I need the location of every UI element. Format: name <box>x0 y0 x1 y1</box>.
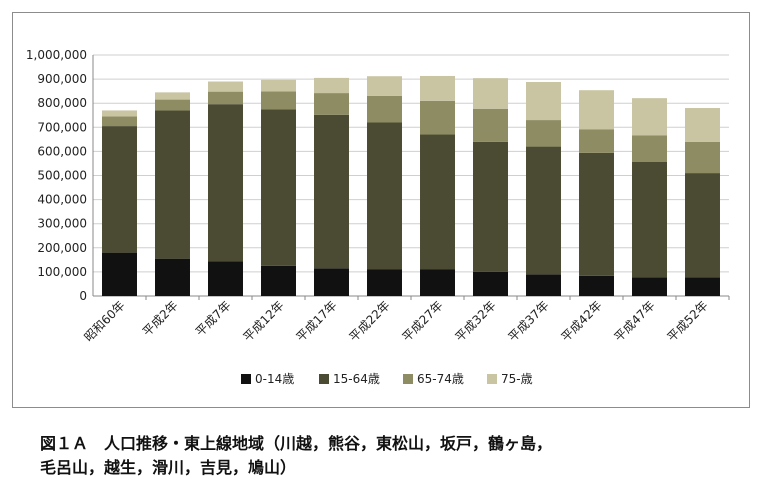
bar-segment-1 <box>314 114 349 269</box>
x-category-label: 平成42年 <box>558 298 604 344</box>
legend-label-3: 75-歳 <box>501 372 533 386</box>
bar-segment-0 <box>261 265 296 296</box>
bar-segment-0 <box>420 269 455 296</box>
x-category-label: 平成47年 <box>611 298 657 344</box>
bar-segment-1 <box>579 152 614 276</box>
bar-segment-2 <box>526 120 561 147</box>
legend-label-0: 0-14歳 <box>255 372 294 386</box>
bar-segment-1 <box>526 146 561 275</box>
bar-segment-1 <box>208 104 243 262</box>
bar-segment-1 <box>367 122 402 270</box>
bar-segment-1 <box>155 110 190 259</box>
legend-label-2: 65-74歳 <box>417 372 464 386</box>
bar-segment-3 <box>155 92 190 100</box>
bar-segment-3 <box>314 77 349 94</box>
bar-segment-3 <box>632 98 667 136</box>
legend-swatch-1 <box>319 374 329 384</box>
bar-segment-1 <box>102 126 137 253</box>
x-category-label: 平成27年 <box>399 298 445 344</box>
y-tick-label: 400,000 <box>37 193 87 207</box>
y-tick-label: 100,000 <box>37 265 87 279</box>
bar-segment-0 <box>102 252 137 296</box>
bar-segment-3 <box>102 110 137 117</box>
bar-segment-1 <box>685 173 720 278</box>
bar-segment-2 <box>685 141 720 174</box>
figure-caption: 図１Ａ 人口推移・東上線地域（川越，熊谷，東松山，坂戸，鶴ヶ島， 毛呂山，越生，… <box>40 432 740 480</box>
y-tick-label: 900,000 <box>37 72 87 86</box>
x-category-label: 平成37年 <box>505 298 551 344</box>
x-category-label: 平成17年 <box>293 298 339 344</box>
x-category-label: 平成2年 <box>140 298 181 339</box>
bar-segment-3 <box>208 81 243 92</box>
bar-segment-2 <box>102 116 137 127</box>
y-tick-label: 800,000 <box>37 96 87 110</box>
bar-segment-2 <box>579 129 614 153</box>
bar-segment-3 <box>526 81 561 121</box>
y-tick-label: 200,000 <box>37 241 87 255</box>
bar-segment-0 <box>208 261 243 296</box>
bar-segment-1 <box>420 134 455 270</box>
bar-segment-2 <box>420 100 455 135</box>
chart-frame: 0 100,000 200,000 300,000 400,000 500,000 600,… <box>12 12 750 408</box>
legend-swatch-0 <box>241 374 251 384</box>
bar-segment-3 <box>685 108 720 142</box>
bar-segment-2 <box>314 93 349 115</box>
caption-line-2: 毛呂山，越生，滑川，吉見，鳩山） <box>40 458 297 477</box>
bar-segment-2 <box>155 99 190 111</box>
y-tick-label: 700,000 <box>37 120 87 134</box>
legend-swatch-2 <box>403 374 413 384</box>
x-category-label: 昭和60年 <box>81 298 127 344</box>
legend-label-1: 15-64歳 <box>333 372 380 386</box>
bar-segment-0 <box>314 268 349 296</box>
bar-segment-3 <box>579 90 614 130</box>
bar-segment-3 <box>367 76 402 96</box>
x-category-label: 平成7年 <box>193 298 234 339</box>
bar-segment-0 <box>685 277 720 296</box>
bar-segment-2 <box>473 108 508 142</box>
y-tick-label: 0 <box>79 289 87 303</box>
x-category-label: 平成52年 <box>664 298 710 344</box>
stacked-bar-chart: 0 100,000 200,000 300,000 400,000 500,000 600,… <box>26 48 730 386</box>
x-category-label: 平成22年 <box>346 298 392 344</box>
bar-segment-1 <box>632 162 667 278</box>
bar-segment-1 <box>473 141 508 272</box>
bar-segment-2 <box>632 135 667 163</box>
caption-line-1: 図１Ａ 人口推移・東上線地域（川越，熊谷，東松山，坂戸，鶴ヶ島， <box>40 434 553 453</box>
bar-segment-1 <box>261 109 296 266</box>
bar-segment-0 <box>473 271 508 296</box>
bar-segment-3 <box>420 75 455 101</box>
y-tick-label: 600,000 <box>37 144 87 158</box>
bar-segment-0 <box>579 275 614 296</box>
bar-segment-0 <box>526 274 561 296</box>
bar-segment-2 <box>367 95 402 123</box>
y-tick-label: 300,000 <box>37 217 87 231</box>
x-category-label: 平成32年 <box>452 298 498 344</box>
y-tick-label: 500,000 <box>37 169 87 183</box>
y-tick-label: 1,000,000 <box>26 48 87 62</box>
x-category-label: 平成12年 <box>240 298 286 344</box>
bar-segment-0 <box>155 258 190 296</box>
bar-segment-3 <box>473 78 508 109</box>
bar-segment-3 <box>261 79 296 92</box>
bar-segment-2 <box>261 91 296 110</box>
legend-swatch-3 <box>487 374 497 384</box>
bar-segment-2 <box>208 91 243 105</box>
bar-segment-0 <box>632 277 667 296</box>
bar-segment-0 <box>367 269 402 296</box>
